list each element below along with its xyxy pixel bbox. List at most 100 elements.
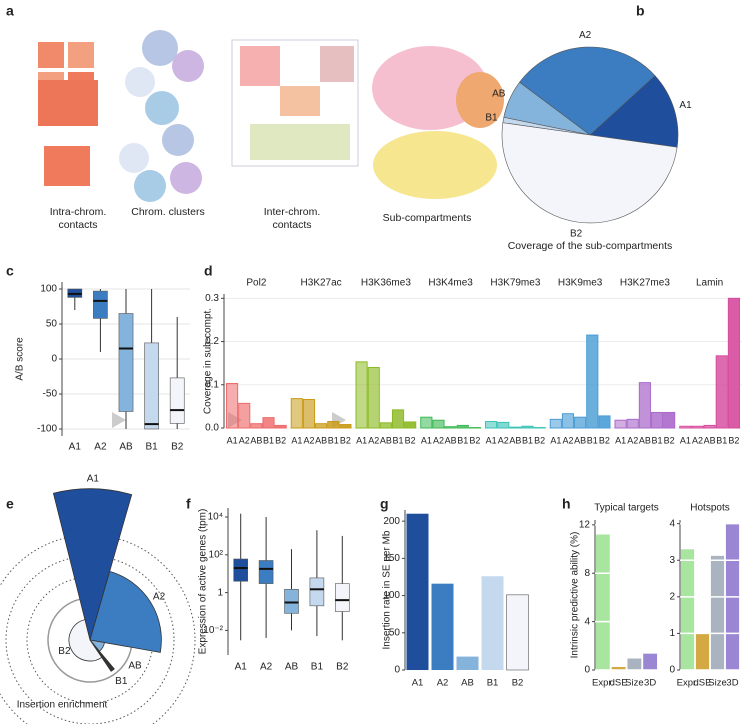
stage-label: Intra-chrom. contacts: [49, 206, 107, 231]
box: [93, 290, 108, 319]
y-tick-label: 4: [584, 616, 590, 627]
schematic: [38, 30, 504, 428]
pie-slice: [589, 75, 679, 148]
x-axis-label: Insertion enrichment: [17, 700, 108, 711]
x-tick-label: A1: [550, 435, 561, 445]
y-tick-label: 10²: [209, 549, 224, 560]
cluster: [125, 67, 155, 97]
x-tick-label: A2: [368, 435, 379, 445]
bar: [432, 419, 445, 429]
y-tick-label: 50: [46, 319, 58, 330]
box: [258, 560, 274, 584]
slice-label: B2: [570, 229, 583, 240]
x-tick-label: B1: [393, 435, 404, 445]
cluster: [170, 162, 202, 194]
panel-letter: h: [562, 496, 571, 512]
panel-letter: b: [636, 3, 645, 19]
bar: [727, 297, 740, 429]
matrix-block: [320, 46, 354, 82]
x-tick-label: A1: [421, 435, 432, 445]
y-axis-label: A/B score: [15, 337, 26, 381]
x-tick-label: A1: [680, 435, 691, 445]
stage-label: Sub-compartments: [382, 212, 472, 224]
cluster: [142, 30, 178, 66]
x-tick-label: A2: [627, 435, 638, 445]
x-tick-label: Expr.: [677, 678, 699, 689]
x-tick-label: A2: [239, 435, 250, 445]
y-tick-label: 8: [584, 568, 590, 579]
x-tick-label: Expr.: [592, 678, 614, 689]
x-tick-label: A2: [94, 442, 107, 453]
y-tick-label: 10⁻²: [203, 625, 223, 636]
x-tick-label: A1: [615, 435, 626, 445]
x-tick-label: A1: [227, 435, 238, 445]
y-tick-label: 12: [579, 519, 591, 530]
bar: [290, 398, 303, 429]
y-tick-label: 50: [389, 627, 401, 638]
bar: [703, 424, 716, 429]
y-tick-label: 0.0: [205, 423, 219, 434]
y-tick-label: 0: [394, 665, 400, 676]
x-tick-label: B1: [716, 435, 727, 445]
bar: [695, 633, 710, 670]
x-tick-label: A1: [412, 678, 424, 689]
wedge: [68, 619, 103, 662]
x-tick-label: AB: [639, 435, 651, 445]
x-tick-label: B1: [457, 435, 468, 445]
x-tick-label: B1: [487, 678, 499, 689]
y-axis-label: Expression of active genes (tpm): [198, 509, 209, 655]
y-tick-label: 0: [51, 354, 57, 365]
subcompartment: [373, 131, 497, 199]
bar: [315, 423, 328, 429]
wedge-label: A1: [87, 473, 100, 484]
y-tick-label: 1: [217, 587, 223, 598]
heatmap: [44, 146, 90, 186]
x-tick-label: B1: [311, 662, 324, 673]
x-tick-label: AB: [509, 435, 521, 445]
x-tick-label: B1: [145, 442, 158, 453]
panel-letter: e: [6, 496, 14, 512]
bar: [379, 422, 392, 429]
x-tick-label: B2: [599, 435, 610, 445]
bar: [274, 424, 287, 429]
bar: [485, 421, 498, 429]
bar: [643, 653, 658, 670]
bar: [250, 423, 263, 429]
panel-letter: c: [6, 263, 14, 279]
bar: [456, 424, 469, 429]
bar: [302, 398, 316, 429]
panel-letter: a: [6, 3, 14, 19]
y-tick-label: -100: [37, 424, 57, 435]
x-tick-label: AB: [461, 678, 474, 689]
chart-title: Typical targets: [594, 503, 658, 514]
y-tick-label: 200: [383, 516, 400, 527]
heatmap: [38, 80, 98, 126]
x-tick-label: B1: [652, 435, 663, 445]
x-tick-label: Size: [708, 678, 726, 689]
box: [144, 342, 159, 430]
x-tick-label: B2: [512, 678, 524, 689]
cluster: [172, 50, 204, 82]
bar: [549, 418, 562, 429]
bar: [391, 409, 405, 429]
x-tick-label: A2: [692, 435, 703, 445]
matrix-block: [240, 46, 280, 86]
box: [335, 583, 350, 612]
x-tick-label: AB: [119, 442, 133, 453]
slice-label: A1: [679, 100, 692, 111]
bar: [598, 415, 611, 429]
chevron: [112, 412, 126, 428]
box: [284, 588, 299, 614]
wedge-label: AB: [128, 661, 142, 672]
x-tick-label: B1: [587, 435, 598, 445]
x-tick-label: A2: [433, 435, 444, 445]
bar: [611, 666, 626, 670]
bar: [521, 425, 534, 429]
bar: [679, 425, 692, 429]
x-tick-label: B2: [728, 435, 739, 445]
bar: [262, 417, 275, 429]
bar: [586, 334, 599, 429]
facet-title: H3K4me3: [428, 278, 473, 289]
y-tick-label: 150: [383, 553, 400, 564]
